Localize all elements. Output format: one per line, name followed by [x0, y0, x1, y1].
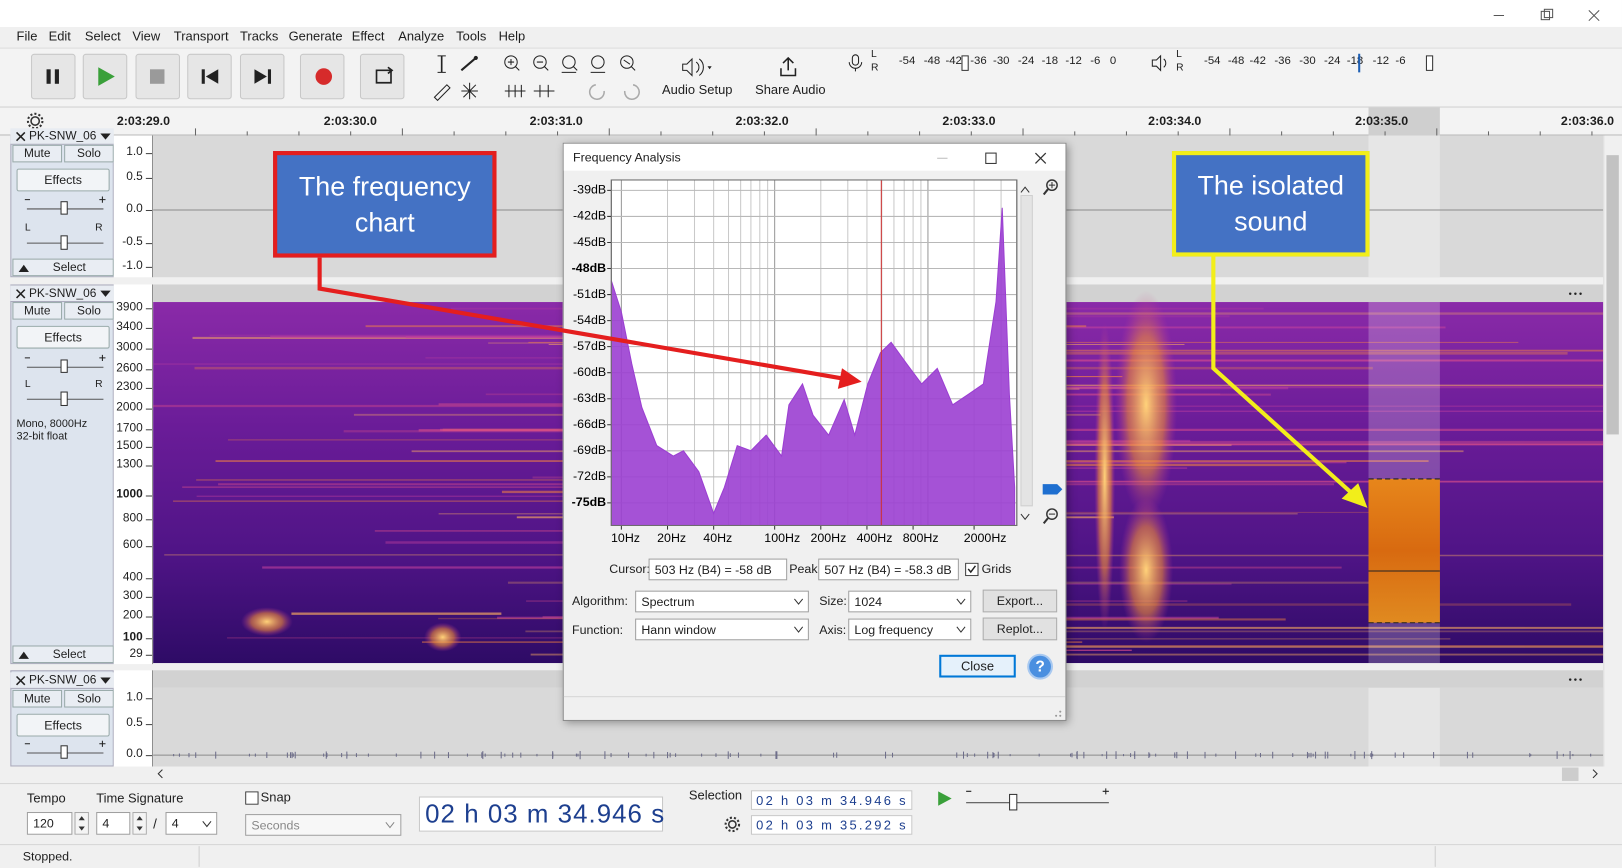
status-bar	[0, 844, 1622, 868]
play-at-speed[interactable]	[934, 789, 955, 808]
icon-shape	[1010, 794, 1017, 810]
tempo-label: Tempo	[27, 792, 66, 805]
arrow-line	[320, 258, 843, 379]
time-display[interactable]: 02 h 03 m 34.946 s	[419, 796, 663, 831]
icon-shape	[938, 791, 951, 805]
tempo-spinner[interactable]	[74, 812, 88, 835]
snap-label: Snap	[261, 791, 291, 804]
selection-end[interactable]: 02 h 03 m 35.292 s	[751, 815, 912, 835]
selection-settings[interactable]	[723, 815, 742, 834]
selection-label: Selection	[689, 789, 742, 802]
icon-shape	[203, 821, 211, 826]
dropdown-arrow	[385, 821, 395, 829]
annotation-arrows	[0, 0, 1622, 868]
icon-shape	[246, 792, 258, 804]
snap-unit-select[interactable]: Seconds	[245, 814, 401, 836]
arrow-head	[838, 368, 862, 389]
ts-upper-input[interactable]: 4	[96, 812, 130, 835]
icon-shape	[726, 818, 739, 831]
app-content: PK-SNW Accident transcript 20062024FileE…	[0, 0, 1622, 868]
icon-shape	[133, 813, 146, 835]
status-text: Stopped.	[23, 850, 73, 862]
selection-start[interactable]: 02 h 03 m 34.946 s	[751, 790, 912, 810]
tempo-input[interactable]: 120	[27, 812, 73, 835]
snap-checkbox[interactable]	[245, 791, 258, 804]
status-divider	[199, 846, 200, 867]
icon-shape	[386, 822, 394, 827]
arrow-line	[1213, 257, 1351, 493]
ts-separator: /	[153, 817, 157, 830]
time-signature-label: Time Signature	[96, 792, 183, 805]
status-divider	[1435, 846, 1436, 867]
dropdown-arrow	[202, 820, 212, 828]
ts-spinner[interactable]	[132, 812, 146, 835]
icon-shape	[729, 821, 736, 828]
icon-shape	[75, 813, 88, 835]
ts-lower-select[interactable]: 4	[166, 812, 218, 835]
app-window: PK-SNW Accident transcript 20062024FileE…	[0, 0, 1622, 868]
speed-slider[interactable]	[962, 788, 1117, 813]
